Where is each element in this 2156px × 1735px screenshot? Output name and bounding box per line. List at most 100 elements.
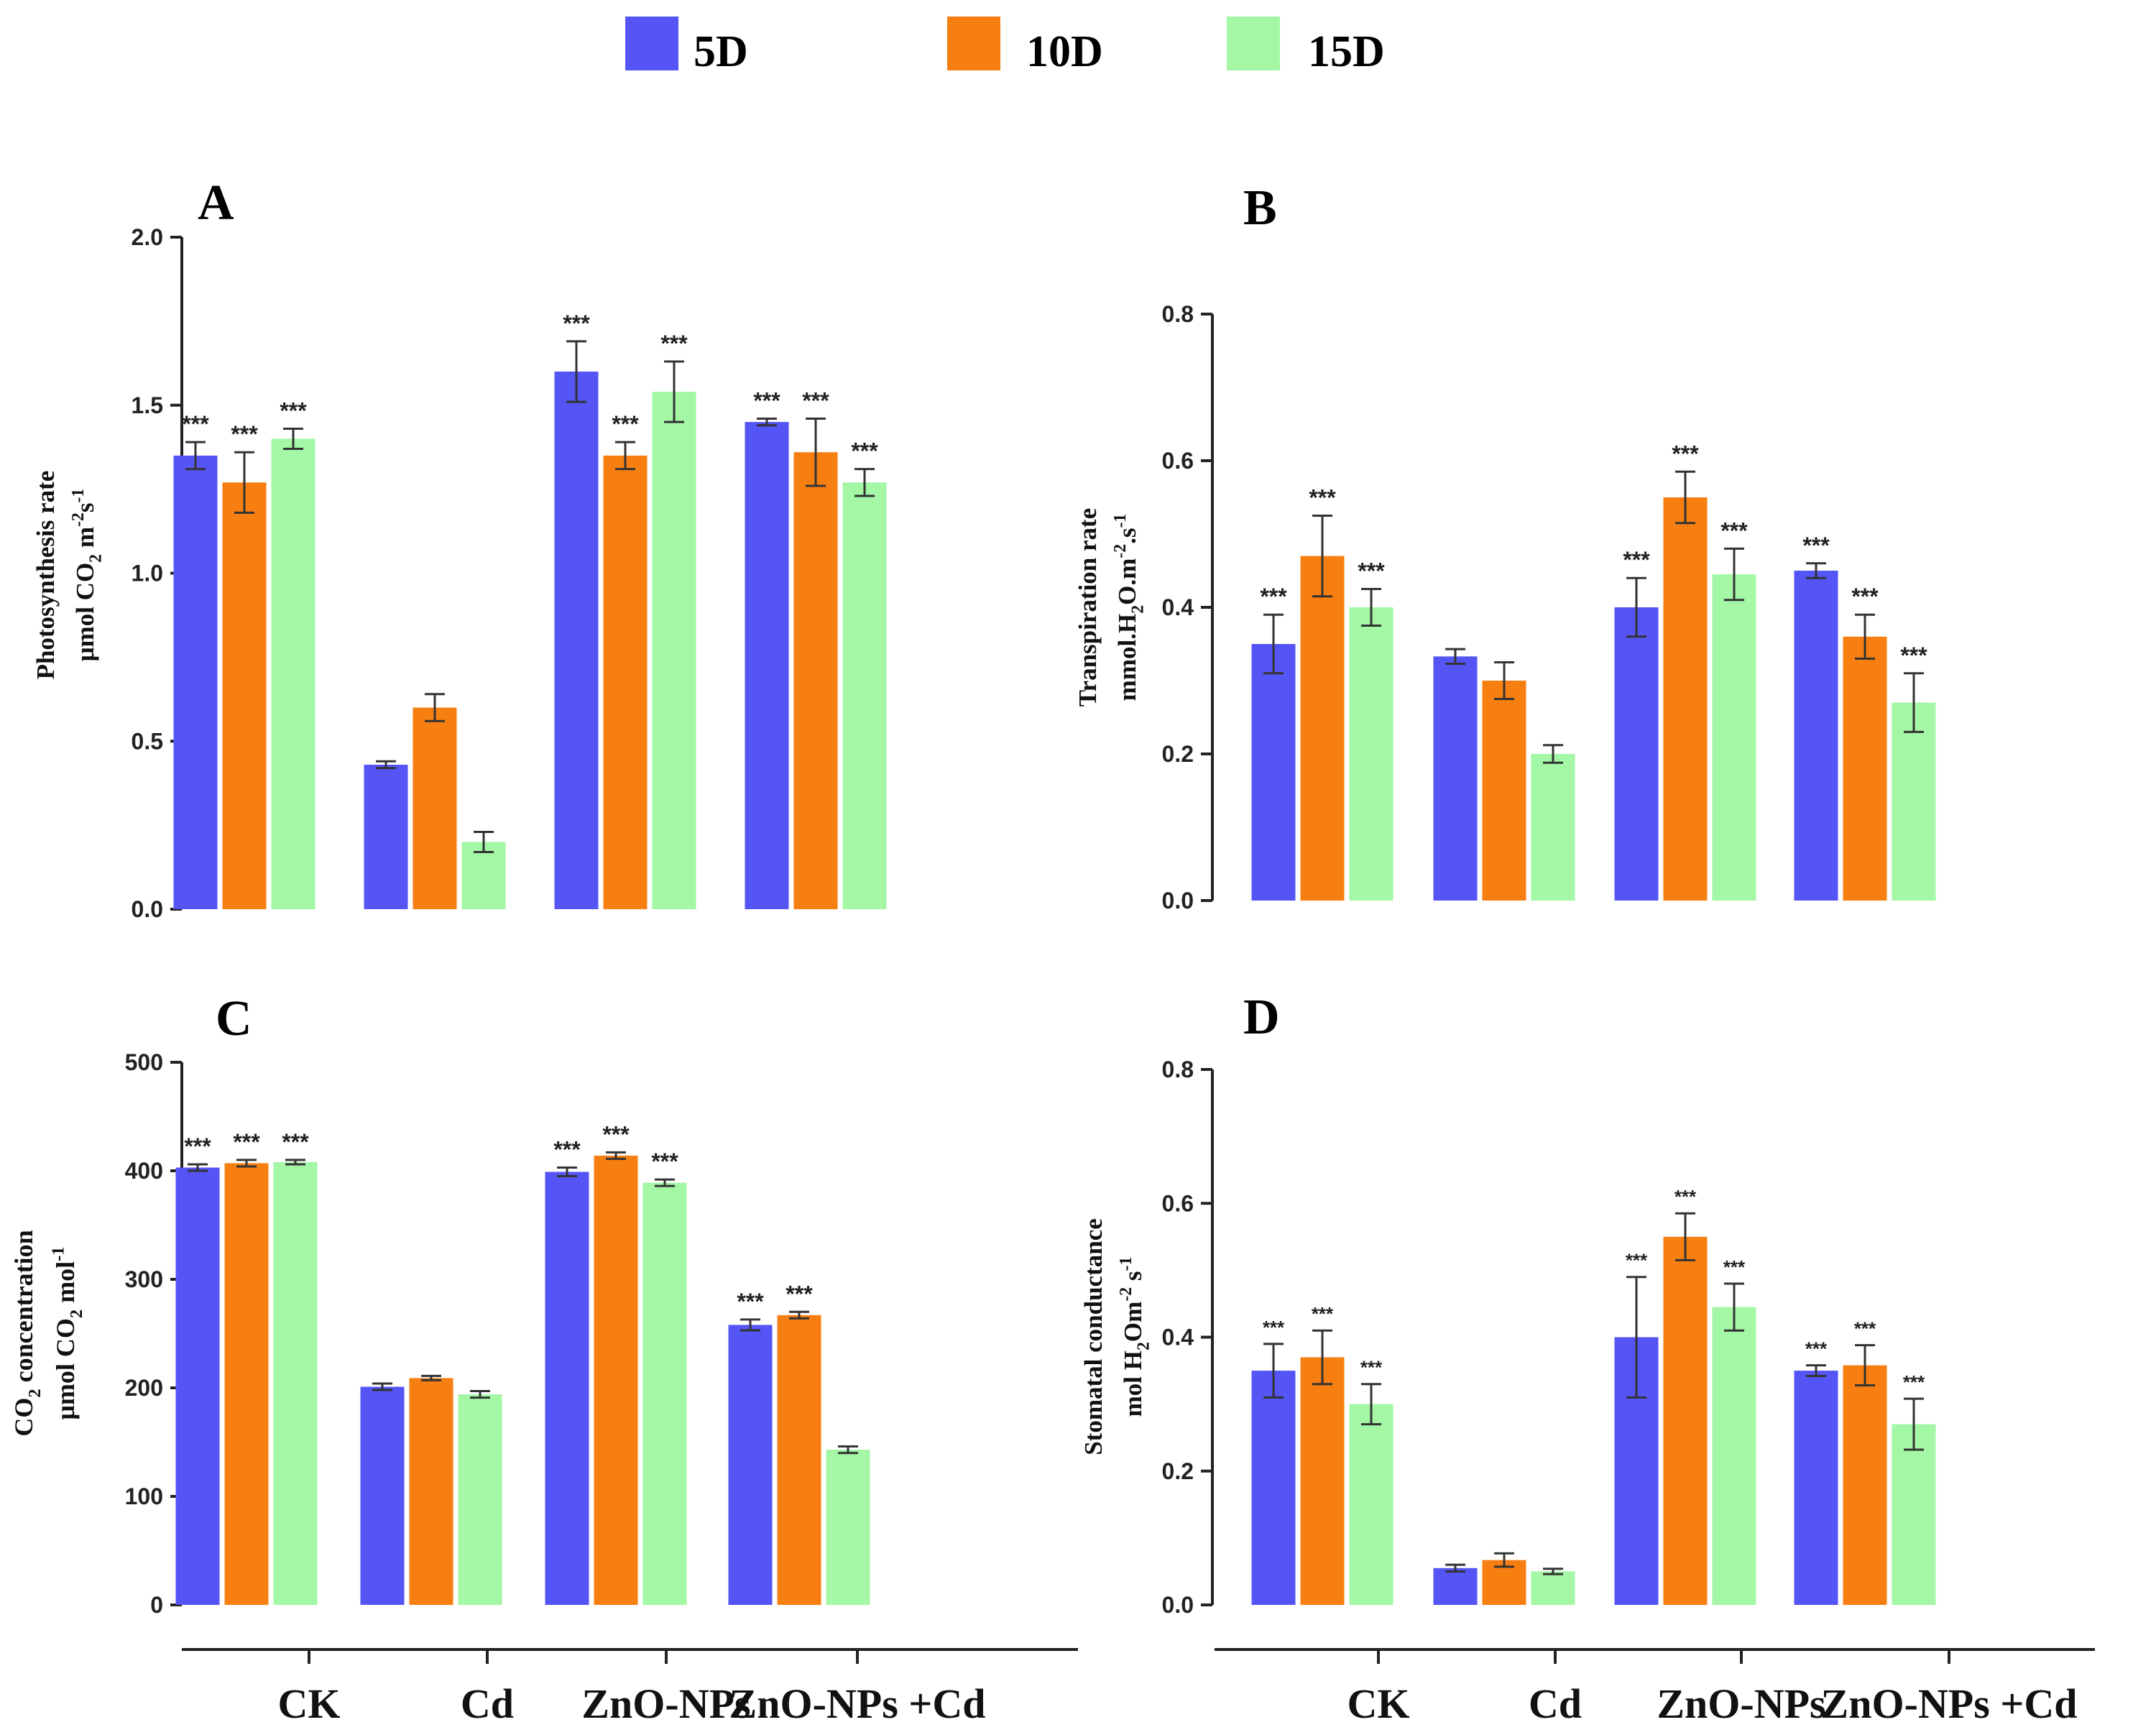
pc-bar-15d-3: [826, 1450, 870, 1605]
pd-bar-10d-2: [1663, 1236, 1708, 1605]
pd-significance-label: ***: [1674, 1186, 1697, 1207]
pd-y-tick-label: 0.6: [1162, 1190, 1194, 1216]
pd-significance-label: ***: [1360, 1357, 1383, 1379]
legend-label-10d: 10D: [1026, 27, 1103, 76]
pa-y-tick-label: 0.5: [132, 728, 163, 754]
panel-letter-c: C: [216, 991, 252, 1046]
pa-significance-label: ***: [182, 411, 209, 437]
panel-letter-a: A: [198, 175, 234, 231]
chart-panel-d: 0.0 0.2 0.4 0.6 0.8 Stomatal conductance mol H…: [1079, 1057, 1936, 1618]
pa-y-tick-label: 2.0: [132, 224, 163, 250]
pa-bar-10d-3: [793, 452, 838, 909]
pb-significance-label: ***: [1802, 533, 1830, 558]
pa-bar-15d-0: [271, 438, 315, 909]
pa-significance-label: ***: [280, 397, 307, 423]
pd-bar-10d-0: [1300, 1357, 1345, 1605]
pb-y-tick-label: 0.2: [1162, 741, 1194, 767]
pd-bar-15d-0: [1349, 1404, 1393, 1605]
pc-y-tick-label: 200: [125, 1375, 163, 1401]
pa-significance-label: ***: [802, 387, 829, 413]
pd-bar-5d-0: [1251, 1371, 1296, 1605]
pb-significance-label: ***: [1309, 485, 1336, 511]
legend-label-15d: 15D: [1308, 27, 1385, 76]
legend-swatch-5d: [625, 17, 678, 70]
pc-y-tick-label: 300: [125, 1266, 163, 1292]
pd-bar-15d-3: [1892, 1424, 1936, 1605]
pc-bar-5d-0: [175, 1167, 220, 1605]
legend-swatch-10d: [947, 17, 1000, 70]
pd-y-axis-label-line-2: mol H2Om-2 s-1: [1117, 1257, 1153, 1417]
legend-label-5d: 5D: [694, 27, 748, 76]
pc-y-axis-label-line-1: CO2 concentration: [9, 1230, 45, 1436]
pa-y-tick-label: 1.5: [132, 392, 163, 418]
pa-bar-10d-1: [413, 707, 457, 909]
pb-bar-5d-0: [1251, 644, 1296, 901]
x-category-label-2: ZnO-NPs: [1657, 1680, 1825, 1727]
pa-bar-5d-0: [173, 455, 218, 909]
pc-bar-15d-0: [273, 1161, 318, 1605]
pb-y-tick-label: 0.6: [1162, 448, 1194, 474]
pc-significance-label: ***: [651, 1149, 678, 1174]
pb-significance-label: ***: [1260, 584, 1287, 609]
pa-bar-10d-0: [222, 482, 267, 909]
x-category-label-1: Cd: [461, 1680, 514, 1727]
pc-significance-label: ***: [282, 1129, 309, 1155]
pb-significance-label: ***: [1672, 441, 1699, 466]
pb-bar-10d-2: [1663, 497, 1708, 901]
pa-significance-label: ***: [851, 438, 878, 464]
pa-y-tick-label: 0.0: [132, 896, 163, 922]
pc-significance-label: ***: [602, 1121, 630, 1147]
pd-significance-label: ***: [1903, 1371, 1925, 1393]
pa-y-axis-label-line-2: μmol CO2 m-2s-1: [69, 489, 106, 662]
pc-bar-5d-2: [545, 1172, 589, 1605]
pd-significance-label: ***: [1626, 1250, 1648, 1271]
chart-panel-a: 0.0 0.5 1.0 1.5 2.0 Photosynthesis rate μmol C…: [32, 224, 887, 922]
x-category-label-3: ZnO-NPs +Cd: [1821, 1680, 2078, 1727]
pa-y-axis-label-line-1: Photosynthesis rate: [32, 471, 60, 680]
pb-y-tick-label: 0.4: [1162, 594, 1194, 620]
pb-bar-15d-1: [1531, 754, 1575, 901]
pb-y-tick-label: 0.0: [1162, 888, 1194, 913]
pb-y-axis-label-line-1: Transpiration rate: [1074, 508, 1102, 707]
pc-significance-label: ***: [737, 1289, 764, 1315]
pb-significance-label: ***: [1900, 643, 1927, 668]
pd-significance-label: ***: [1723, 1256, 1746, 1278]
pd-bar-15d-2: [1712, 1307, 1756, 1605]
chart-panel-b: 0.0 0.2 0.4 0.6 0.8 Transpiration rate mmol.H2…: [1074, 301, 1936, 913]
pc-y-tick-label: 500: [125, 1049, 163, 1075]
pd-significance-label: ***: [1312, 1303, 1334, 1325]
pa-y-tick-label: 1.0: [132, 561, 163, 586]
pd-y-tick-label: 0.0: [1162, 1592, 1194, 1618]
chart-panel-c: 0 100 200 300 400 500 CO2 concentration μmol CO…: [9, 1049, 870, 1618]
pb-significance-label: ***: [1358, 558, 1385, 584]
pa-significance-label: ***: [660, 331, 688, 356]
pb-bar-5d-3: [1794, 571, 1838, 901]
pd-y-tick-label: 0.4: [1162, 1325, 1194, 1350]
pa-bar-5d-3: [745, 422, 789, 909]
x-category-label-0: CK: [1348, 1680, 1410, 1727]
x-category-label-1: Cd: [1529, 1680, 1582, 1727]
x-category-label-0: CK: [278, 1680, 341, 1727]
pa-bar-5d-2: [554, 372, 599, 909]
pc-bar-5d-1: [360, 1386, 405, 1605]
pd-y-tick-label: 0.8: [1162, 1057, 1194, 1082]
pb-significance-label: ***: [1720, 517, 1748, 543]
pc-significance-label: ***: [184, 1133, 211, 1159]
pd-significance-label: ***: [1263, 1317, 1285, 1338]
pc-bar-5d-3: [728, 1325, 773, 1605]
legend-swatch-15d: [1227, 17, 1280, 70]
x-category-label-3: ZnO-NPs +Cd: [729, 1680, 986, 1727]
pc-bar-10d-0: [224, 1163, 269, 1605]
pd-significance-label: ***: [1805, 1338, 1828, 1360]
pc-significance-label: ***: [233, 1129, 260, 1155]
pc-y-tick-label: 100: [125, 1483, 163, 1509]
pa-bar-15d-1: [461, 842, 506, 909]
pd-bar-15d-1: [1531, 1571, 1575, 1605]
pc-bar-10d-3: [777, 1315, 821, 1605]
pa-significance-label: ***: [753, 387, 780, 413]
pc-y-tick-label: 400: [125, 1158, 163, 1184]
pc-bar-10d-2: [594, 1155, 638, 1605]
pc-significance-label: ***: [553, 1136, 581, 1162]
pb-bar-10d-0: [1300, 556, 1345, 901]
